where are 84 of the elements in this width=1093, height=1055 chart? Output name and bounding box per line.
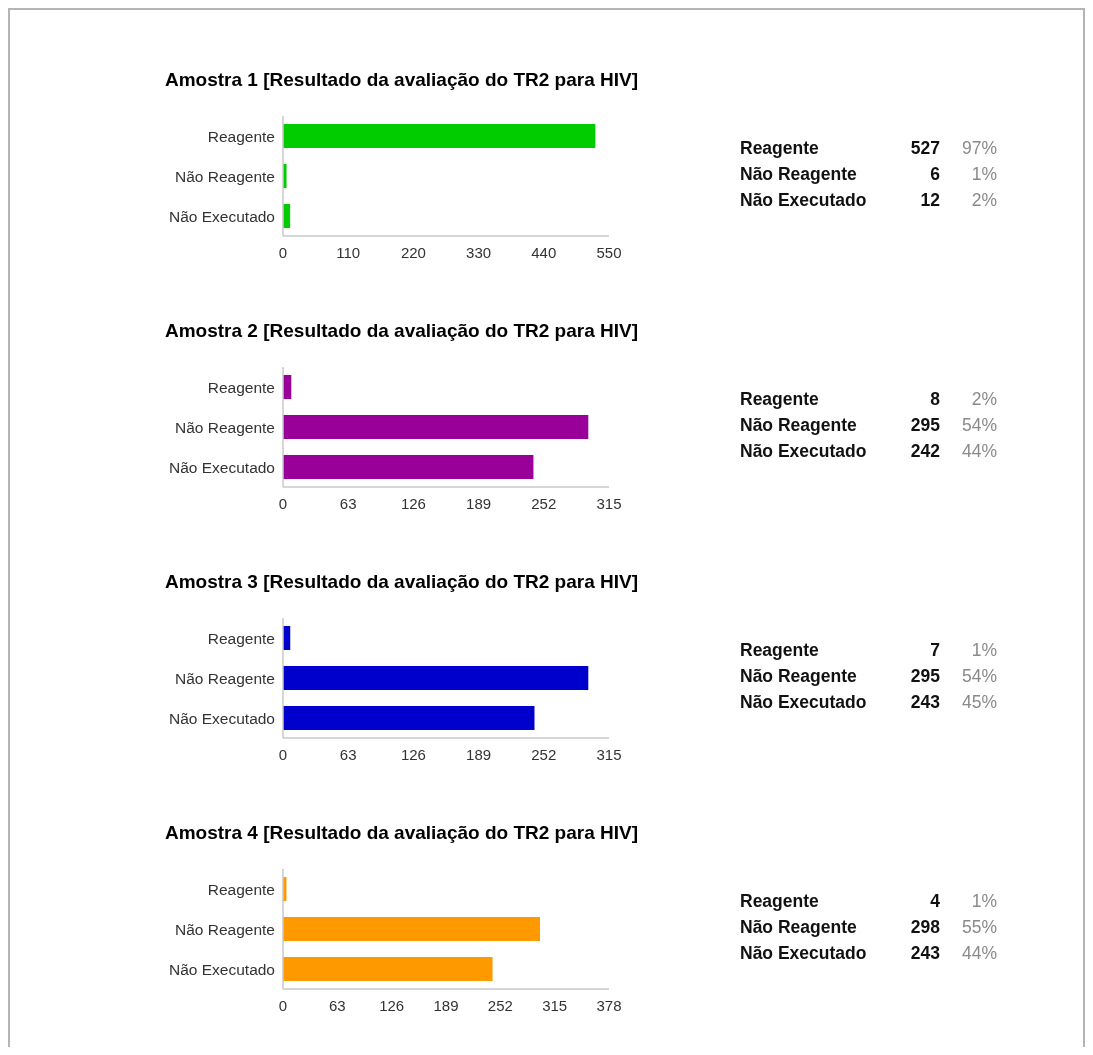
category-label: Não Executado [740,189,867,210]
x-tick-label: 440 [531,243,557,261]
text: 54% [960,414,997,436]
y-tick-label: Não Executado [169,709,275,727]
x-tick-label: 0 [278,243,288,261]
text: 55% [960,916,997,938]
text: 2% [970,189,997,211]
x-tick-label: 0 [278,996,288,1014]
x-tick-label: 63 [328,996,346,1014]
text: 97% [960,137,997,159]
data-label: 6 [929,163,940,185]
y-tick-label: Não Reagente [175,167,275,185]
text: 1% [970,890,997,912]
chart-title: Amostra 2 [Resultado da avaliação do TR2 para HIV] [165,319,639,343]
data-label: 243 [909,691,940,713]
chart-title: Amostra 1 [Resultado da avaliação do TR2 para HIV] [165,68,639,92]
bar [283,666,589,690]
category-label: Não Executado [740,440,867,461]
data-label: 298 [909,916,940,938]
y-tick-label: Não Reagente [175,669,275,687]
y-tick-label: Não Executado [169,458,275,476]
x-tick-label: 315 [596,745,622,763]
text: 44% [960,440,997,462]
x-tick-label: 378 [596,996,622,1014]
category-label: Não Executado [740,691,867,712]
x-tick-label: 315 [596,494,622,512]
text: 45% [960,691,997,713]
x-tick-label: 63 [339,494,357,512]
x-tick-label: 189 [466,494,492,512]
category-label: Reagente [740,137,819,158]
data-label: 242 [909,440,940,462]
x-tick-label: 189 [433,996,459,1014]
bar [283,124,596,148]
category-label: Não Reagente [740,916,857,937]
y-tick-label: Não Executado [169,207,275,225]
data-label: 7 [929,639,940,661]
category-label: Não Reagente [740,163,857,184]
text: 2% [970,388,997,410]
category-label: Reagente [740,639,819,660]
category-label: Reagente [740,388,819,409]
bar [283,706,535,730]
x-tick-label: 220 [400,243,426,261]
category-label: Não Reagente [740,414,857,435]
bar [283,917,541,941]
x-tick-label: 126 [400,494,426,512]
x-tick-label: 189 [466,745,492,763]
text: 44% [960,942,997,964]
x-tick-label: 63 [339,745,357,763]
bar [283,415,589,439]
chart-title: Amostra 3 [Resultado da avaliação do TR2 para HIV] [165,570,639,594]
data-label: 8 [929,388,940,410]
x-tick-label: 126 [379,996,405,1014]
x-tick-label: 252 [531,494,557,512]
x-tick-label: 330 [466,243,492,261]
data-label: 295 [909,665,940,687]
x-tick-label: 0 [278,745,288,763]
bar [283,957,493,981]
x-tick-label: 252 [487,996,513,1014]
data-label: 527 [909,137,940,159]
x-tick-label: 550 [596,243,622,261]
data-label: 243 [909,942,940,964]
y-tick-label: Reagente [207,880,275,898]
x-tick-label: 126 [400,745,426,763]
data-label: 295 [909,414,940,436]
y-tick-label: Reagente [207,378,275,396]
bar [283,455,534,479]
x-tick-label: 110 [336,243,361,261]
x-tick-label: 0 [278,494,288,512]
y-tick-label: Não Executado [169,960,275,978]
data-label: 4 [929,890,940,912]
category-label: Reagente [740,890,819,911]
y-tick-label: Reagente [207,127,275,145]
text: 54% [960,665,997,687]
x-tick-label: 315 [542,996,568,1014]
y-tick-label: Não Reagente [175,920,275,938]
y-tick-label: Reagente [207,629,275,647]
data-label: 12 [919,189,940,211]
category-label: Não Executado [740,942,867,963]
x-tick-label: 252 [531,745,557,763]
y-tick-label: Não Reagente [175,418,275,436]
text: 1% [970,163,997,185]
category-label: Não Reagente [740,665,857,686]
chart-title: Amostra 4 [Resultado da avaliação do TR2 para HIV] [165,821,639,845]
text: 1% [970,639,997,661]
